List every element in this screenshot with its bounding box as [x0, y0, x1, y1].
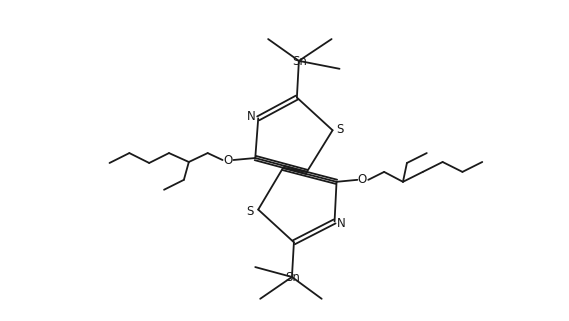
Text: S: S — [336, 123, 343, 136]
Text: Sn: Sn — [286, 272, 300, 284]
Text: N: N — [337, 217, 346, 230]
Text: N: N — [247, 110, 255, 123]
Text: Sn: Sn — [292, 55, 307, 68]
Text: S: S — [246, 205, 254, 218]
Text: O: O — [358, 173, 367, 186]
Text: O: O — [224, 153, 233, 167]
